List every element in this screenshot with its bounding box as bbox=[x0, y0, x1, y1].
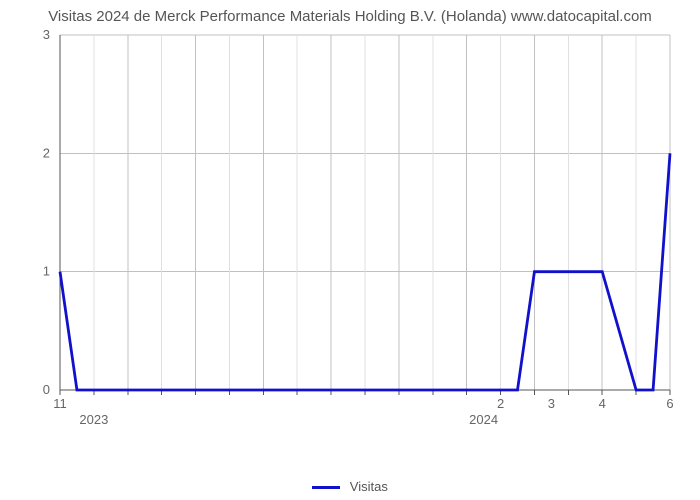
svg-text:1: 1 bbox=[43, 264, 50, 279]
svg-text:2: 2 bbox=[43, 145, 50, 160]
chart-svg: 0 1 2 3 11 2 3 4 6 2023 2024 bbox=[40, 30, 680, 440]
chart-title: Visitas 2024 de Merck Performance Materi… bbox=[0, 0, 700, 29]
chart-y-tick-labels: 0 1 2 3 bbox=[43, 30, 50, 397]
chart-plot: 0 1 2 3 11 2 3 4 6 2023 2024 bbox=[40, 30, 680, 440]
chart-container: Visitas 2024 de Merck Performance Materi… bbox=[0, 0, 700, 500]
svg-text:2024: 2024 bbox=[469, 412, 498, 427]
chart-legend: Visitas bbox=[0, 479, 700, 494]
legend-swatch bbox=[312, 486, 340, 489]
legend-label: Visitas bbox=[350, 479, 388, 494]
svg-text:4: 4 bbox=[599, 396, 606, 411]
svg-text:6: 6 bbox=[666, 396, 673, 411]
chart-x-tick-labels: 11 2 3 4 6 2023 2024 bbox=[53, 396, 673, 427]
svg-text:2023: 2023 bbox=[79, 412, 108, 427]
svg-text:2: 2 bbox=[497, 396, 504, 411]
svg-text:3: 3 bbox=[548, 396, 555, 411]
svg-text:11: 11 bbox=[53, 396, 67, 411]
chart-grid bbox=[60, 35, 670, 390]
svg-text:3: 3 bbox=[43, 30, 50, 42]
svg-text:0: 0 bbox=[43, 382, 50, 397]
